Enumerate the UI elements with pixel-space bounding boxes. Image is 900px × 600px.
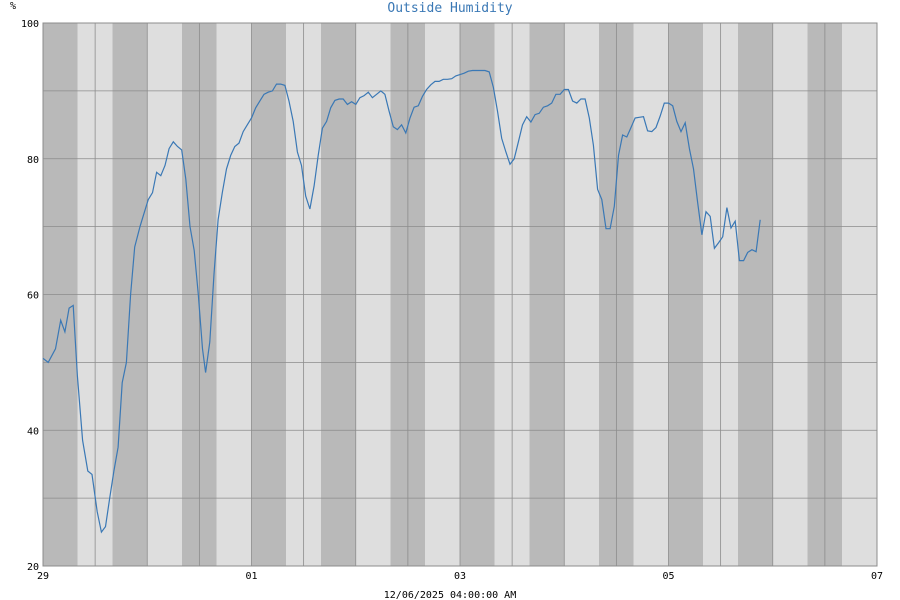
x-axis-timestamp-label: 12/06/2025 04:00:00 AM xyxy=(384,590,516,600)
y-tick-label: 60 xyxy=(27,291,39,302)
y-tick-label: 100 xyxy=(21,19,39,30)
x-axis-ticks: 29 01 03 05 07 xyxy=(37,571,883,582)
x-tick-label: 01 xyxy=(245,571,257,582)
grid-lines xyxy=(43,23,877,566)
humidity-series-line xyxy=(42,69,761,534)
y-tick-label: 20 xyxy=(27,562,39,573)
y-tick-label: 40 xyxy=(27,426,39,437)
x-tick-label: 05 xyxy=(662,571,674,582)
y-tick-label: 80 xyxy=(27,155,39,166)
chart-title: Outside Humidity xyxy=(387,1,512,16)
x-tick-label: 07 xyxy=(871,571,883,582)
x-tick-label: 03 xyxy=(454,571,466,582)
x-tick-label: 29 xyxy=(37,571,49,582)
plot-frame xyxy=(42,22,878,567)
y-axis-unit-label: % xyxy=(10,1,16,12)
y-axis-ticks: 20 40 60 80 100 xyxy=(21,19,39,573)
